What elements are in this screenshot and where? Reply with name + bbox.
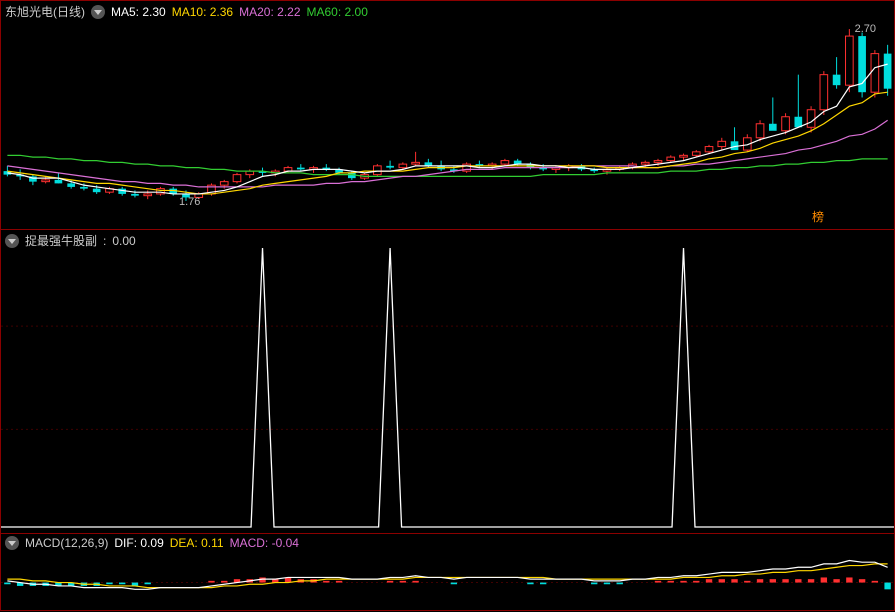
price-high-label: 2.70 [855, 23, 876, 35]
main-chart-header: 东旭光电(日线) MA5: 2.30 MA10: 2.36 MA20: 2.22… [5, 3, 368, 20]
macd-bar-label: MACD: -0.04 [230, 536, 299, 550]
macd-chart-header: MACD(12,26,9) DIF: 0.09 DEA: 0.11 MACD: … [5, 536, 299, 550]
dif-label: DIF: 0.09 [114, 536, 163, 550]
ma10-label: MA10: 2.36 [172, 5, 233, 19]
stock-title: 东旭光电(日线) [5, 3, 85, 20]
ma20-label: MA20: 2.22 [239, 5, 300, 19]
rank-badge: 榜 [812, 208, 824, 225]
macd-chart[interactable]: MACD(12,26,9) DIF: 0.09 DEA: 0.11 MACD: … [0, 533, 895, 611]
dea-label: DEA: 0.11 [170, 536, 224, 550]
chevron-down-icon[interactable] [5, 234, 19, 248]
signal-value: 0.00 [112, 234, 135, 248]
macd-title: MACD(12,26,9) [25, 536, 108, 550]
signal-title: 捉最强牛股副 [25, 232, 97, 249]
signal-chart-header: 捉最强牛股副 : 0.00 [5, 232, 136, 249]
candlestick-chart[interactable]: 东旭光电(日线) MA5: 2.30 MA10: 2.36 MA20: 2.22… [0, 0, 895, 230]
ma60-label: MA60: 2.00 [307, 5, 368, 19]
signal-indicator-chart[interactable]: 捉最强牛股副 : 0.00 [0, 229, 895, 534]
price-low-label: 1.76 [179, 196, 200, 208]
chevron-down-icon[interactable] [5, 536, 19, 550]
chevron-down-icon[interactable] [91, 5, 105, 19]
ma5-label: MA5: 2.30 [111, 5, 166, 19]
